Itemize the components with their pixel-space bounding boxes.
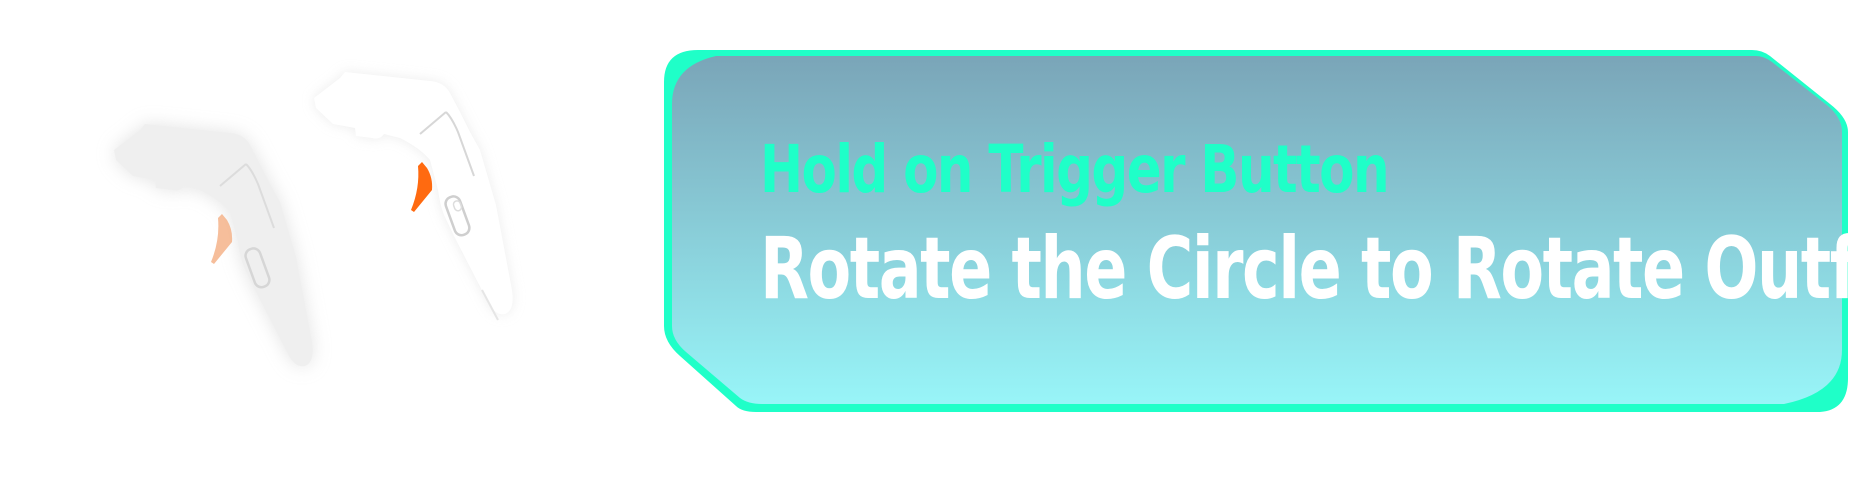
thumb-circle-icon <box>444 195 471 237</box>
active-controller-icon <box>314 72 513 321</box>
instruction-text: Rotate the Circle to Rotate Outfit <box>760 219 1850 319</box>
ghost-controller-icon <box>114 124 313 367</box>
controller-illustration <box>114 72 513 367</box>
panel-text: Hold on Trigger Button Rotate the Circle… <box>760 130 1850 324</box>
hint-title: Hold on Trigger Button <box>760 131 1390 208</box>
trigger-button-icon <box>411 162 433 212</box>
